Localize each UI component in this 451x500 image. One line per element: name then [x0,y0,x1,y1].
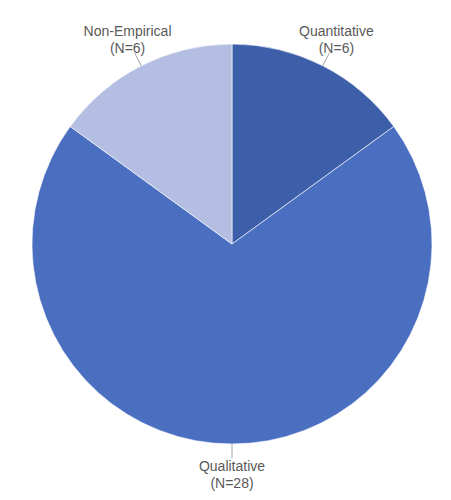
data-label: Quantitative(N=6) [299,23,374,56]
chart: Quantitative(N=6)Qualitative(N=28)Non-Em… [0,0,451,500]
pie [32,44,432,444]
value-label: (N=6) [110,40,145,56]
data-label: Qualitative(N=28) [199,458,265,491]
value-label: (N=28) [210,475,253,491]
value-label: (N=6) [319,40,354,56]
category-label: Non-Empirical [84,23,172,39]
leader-line [232,444,233,458]
data-labels: Quantitative(N=6)Qualitative(N=28)Non-Em… [84,23,374,491]
data-label: Non-Empirical(N=6) [84,23,172,56]
pie-slice [70,44,232,244]
category-label: Qualitative [199,458,265,474]
category-label: Quantitative [299,23,374,39]
